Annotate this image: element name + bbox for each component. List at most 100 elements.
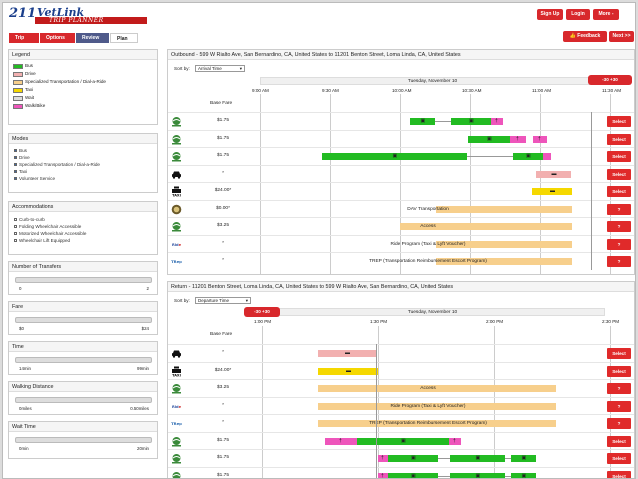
return-sort-select[interactable]: Departure Time ▾ — [195, 297, 251, 304]
outbound-sort-select[interactable]: Arrival Time ▾ — [195, 65, 245, 72]
more-button[interactable]: More - — [593, 9, 619, 20]
itinerary-row[interactable]: $1.75 † ▣ ▣ ▣ Select — [168, 449, 634, 467]
step-plan[interactable]: Plan — [110, 33, 138, 43]
select-button[interactable]: Select — [607, 151, 631, 162]
info-button[interactable]: ? — [607, 400, 631, 412]
itinerary-row[interactable]: $3.25 Access? — [168, 217, 634, 235]
taxi-segment[interactable] — [532, 188, 572, 195]
bus-segment[interactable] — [450, 455, 505, 462]
itinerary-row[interactable]: * ▬ Select — [168, 344, 634, 362]
filter-slider[interactable] — [15, 397, 152, 403]
bus-segment[interactable] — [322, 153, 467, 160]
accommodation-option[interactable]: Wheelchair Lift Equipped — [9, 237, 157, 244]
info-button[interactable]: ? — [607, 418, 631, 429]
itinerary-row[interactable]: $1.75 ▣ ▣ † Select — [168, 112, 634, 130]
select-button[interactable]: Select — [607, 348, 631, 359]
itinerary-row[interactable]: $3.25 Access? — [168, 379, 634, 397]
next-button[interactable]: Next >> — [609, 31, 634, 42]
mode-option[interactable]: Drive — [9, 154, 157, 161]
accommodation-checkbox[interactable] — [14, 232, 17, 236]
select-button[interactable]: Select — [607, 470, 631, 478]
mode-option[interactable]: Taxi — [9, 168, 157, 175]
filter-slider[interactable] — [15, 277, 152, 283]
sp-segment[interactable] — [400, 223, 572, 230]
mode-option[interactable]: Bus — [9, 147, 157, 154]
taxi-segment[interactable] — [318, 367, 378, 375]
bus-segment[interactable] — [388, 455, 438, 462]
mode-checkbox[interactable] — [14, 163, 17, 167]
itinerary-row[interactable]: $0.00* DAV Transportation? — [168, 199, 634, 218]
bus-segment[interactable] — [410, 118, 435, 125]
accommodation-checkbox[interactable] — [14, 239, 17, 243]
drive-segment[interactable] — [536, 170, 571, 178]
filter-slider[interactable] — [15, 317, 152, 323]
bus-segment[interactable] — [451, 118, 491, 125]
accommodation-checkbox[interactable] — [14, 218, 17, 222]
select-button[interactable]: Select — [607, 168, 631, 180]
accommodation-option[interactable]: Curb-to-curb — [9, 216, 157, 223]
itinerary-row[interactable]: TRep * TREP (Transportation Reimbursement … — [168, 252, 634, 270]
select-button[interactable]: Select — [607, 453, 631, 464]
logo[interactable]: 211 VetLink TRIP PLANNER — [9, 6, 149, 24]
sp-segment[interactable] — [318, 420, 556, 427]
itinerary-row[interactable]: TAXI $24.00* ▬ Select — [168, 182, 634, 200]
info-button[interactable]: ? — [607, 383, 631, 394]
itinerary-row[interactable]: $1.75 ▣ † † Select — [168, 129, 634, 148]
bus-segment[interactable] — [513, 153, 543, 160]
itinerary-row[interactable]: Ride * Ride Program (Taxi & Lyft Voucher)? — [168, 234, 634, 253]
select-button[interactable]: Select — [607, 116, 631, 127]
step-review[interactable]: Review — [76, 33, 109, 43]
accommodation-option[interactable]: Motorized Wheelchair Accessible — [9, 230, 157, 237]
mode-option[interactable]: Specialized Transportation / Dial-a-Ride — [9, 161, 157, 168]
info-button[interactable]: ? — [607, 221, 631, 232]
step-options[interactable]: Options — [40, 33, 75, 43]
mode-checkbox[interactable] — [14, 149, 17, 153]
bus-segment[interactable] — [511, 472, 536, 478]
sp-segment[interactable] — [318, 402, 556, 410]
walk-segment[interactable] — [543, 153, 551, 160]
filter-slider[interactable] — [15, 437, 152, 443]
bus-segment[interactable] — [511, 455, 536, 462]
info-button[interactable]: ? — [607, 238, 631, 250]
mode-checkbox[interactable] — [14, 170, 17, 174]
walk-segment[interactable] — [378, 472, 388, 478]
sp-segment[interactable] — [436, 205, 572, 213]
select-button[interactable]: Select — [607, 365, 631, 377]
info-button[interactable]: ? — [607, 203, 631, 215]
walk-segment[interactable] — [449, 437, 461, 445]
sp-segment[interactable] — [436, 258, 572, 265]
select-button[interactable]: Select — [607, 186, 631, 197]
itinerary-row[interactable]: $1.75 ▣ ▣ Select — [168, 147, 634, 165]
drive-segment[interactable] — [318, 350, 376, 357]
filter-slider[interactable] — [15, 357, 152, 363]
accommodation-checkbox[interactable] — [14, 225, 17, 229]
bus-segment[interactable] — [450, 472, 505, 478]
select-button[interactable]: Select — [607, 435, 631, 447]
itinerary-row[interactable]: $1.75 † ▣ ▣ ▣ Select — [168, 466, 634, 478]
sp-segment[interactable] — [436, 240, 572, 248]
sp-segment[interactable] — [318, 385, 556, 392]
itinerary-row[interactable]: TRep * TREP (Transportation Reimbursement … — [168, 414, 634, 432]
itinerary-row[interactable]: Ride * Ride Program (Taxi & Lyft Voucher)? — [168, 396, 634, 415]
signup-button[interactable]: Sign Up — [537, 9, 563, 20]
return-time-window[interactable]: -30 +30 — [244, 307, 280, 317]
accommodation-option[interactable]: Folding Wheelchair Accessible — [9, 223, 157, 230]
feedback-button[interactable]: 👍 Feedback — [563, 31, 607, 42]
bus-segment[interactable] — [357, 437, 449, 445]
step-trip[interactable]: Trip — [9, 33, 39, 43]
walk-segment[interactable] — [510, 135, 526, 143]
mode-checkbox[interactable] — [14, 177, 17, 181]
mode-checkbox[interactable] — [14, 156, 17, 160]
walk-segment[interactable] — [325, 437, 357, 445]
walk-segment[interactable] — [533, 135, 547, 143]
itinerary-row[interactable]: TAXI $24.00* ▬ Select — [168, 361, 634, 380]
info-button[interactable]: ? — [607, 256, 631, 267]
walk-segment[interactable] — [378, 455, 388, 462]
login-button[interactable]: Login — [566, 9, 590, 20]
bus-segment[interactable] — [468, 135, 510, 143]
select-button[interactable]: Select — [607, 133, 631, 145]
bus-segment[interactable] — [388, 472, 438, 478]
walk-segment[interactable] — [491, 118, 503, 125]
itinerary-row[interactable]: $1.75 † ▣ † Select — [168, 431, 634, 450]
mode-option[interactable]: Volunteer Service — [9, 175, 157, 182]
